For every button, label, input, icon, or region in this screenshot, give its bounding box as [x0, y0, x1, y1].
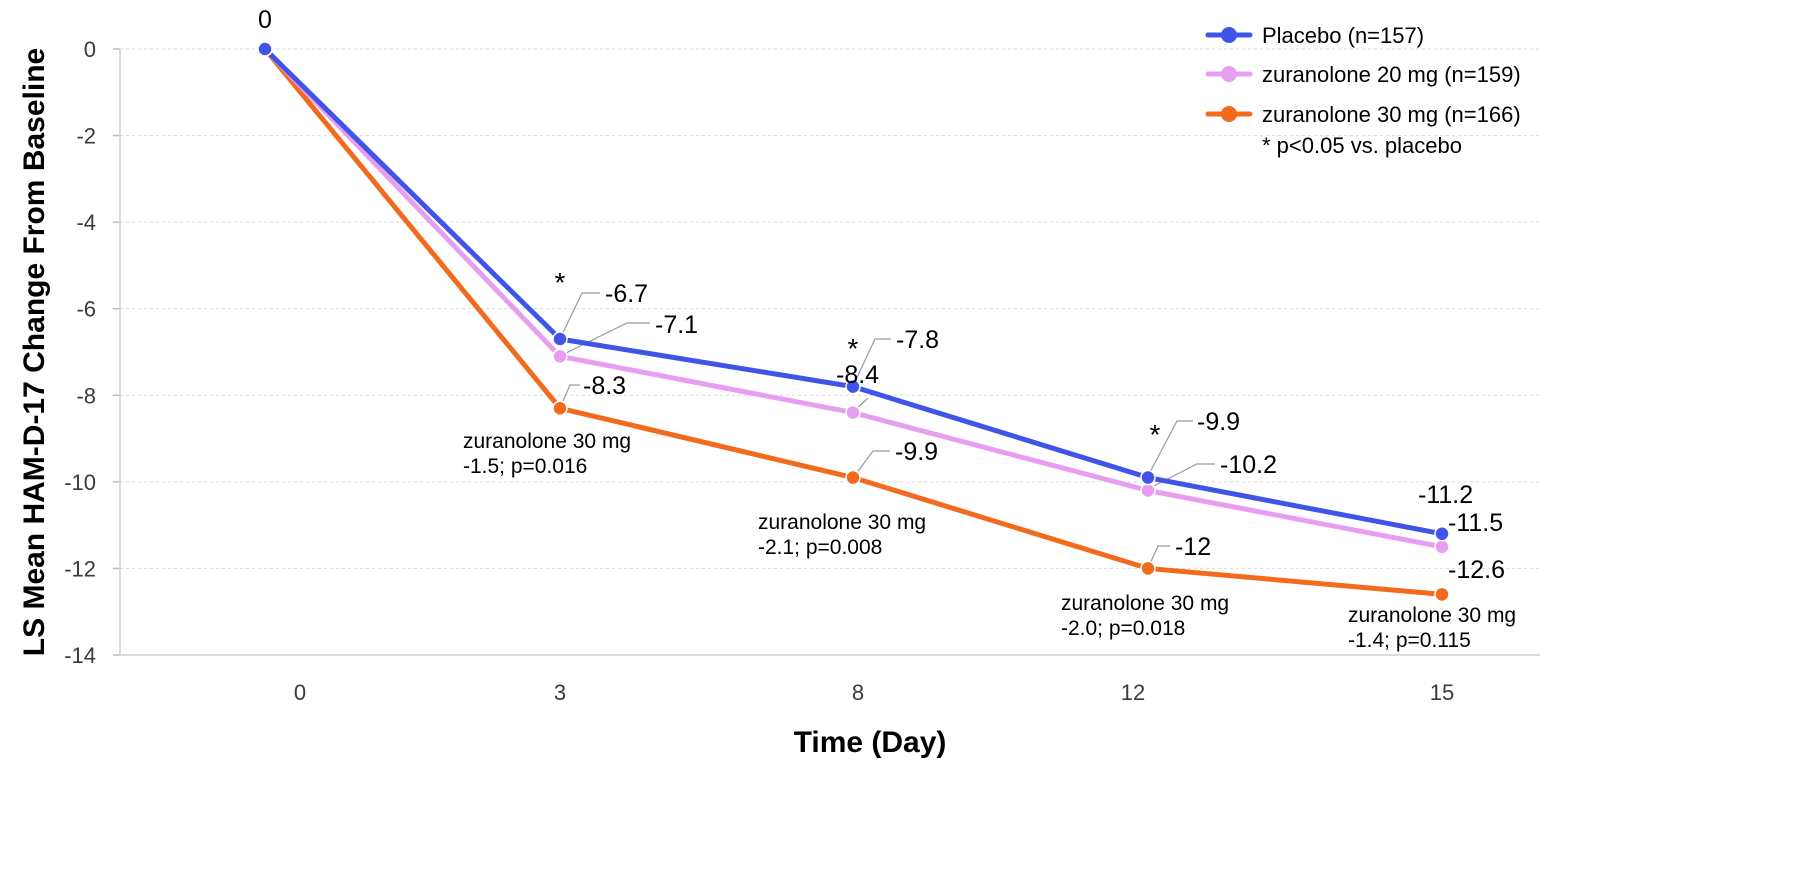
- data-point: [1140, 469, 1156, 486]
- y-tick-label: -2: [76, 124, 96, 149]
- y-tick-labels: 0 -2 -4 -6 -8 -10 -12 -14: [64, 37, 96, 668]
- leader-line: [1147, 545, 1170, 569]
- legend-entry: zuranolone 30 mg (n=166): [1262, 102, 1521, 127]
- y-axis-title: LS Mean HAM-D-17 Change From Baseline: [18, 48, 51, 656]
- data-point: [1434, 526, 1450, 542]
- y-tick-label: -6: [76, 297, 96, 322]
- data-label: -11.5: [1448, 509, 1503, 537]
- data-label: -11.2: [1418, 481, 1473, 509]
- data-label: -8.4: [836, 361, 879, 389]
- grid-lines: [113, 48, 1540, 656]
- x-tick-labels: 0 3 8 12 15: [294, 680, 1454, 705]
- annotations: zuranolone 30 mg -1.5; p=0.016 zuranolone …: [463, 430, 1516, 652]
- data-labels: -6.7 -7.8 -9.9 -11.2 -7.1 -8.4 -10.2 -11.5 -8.3 -…: [583, 280, 1505, 584]
- x-tick-label: 15: [1430, 680, 1454, 705]
- data-point: [1140, 482, 1156, 499]
- data-point: [845, 469, 861, 486]
- x-axis-title: Time (Day): [794, 726, 947, 759]
- data-point: [1434, 586, 1450, 603]
- legend-note: * p<0.05 vs. placebo: [1262, 133, 1462, 158]
- leader-line: [1147, 420, 1193, 477]
- x-tick-label: 8: [852, 680, 864, 705]
- data-point: [845, 378, 861, 395]
- data-label: -7.1: [655, 311, 698, 339]
- data-label: -9.9: [1197, 408, 1240, 436]
- leader-line: [852, 338, 891, 387]
- data-label: -9.9: [895, 438, 938, 466]
- annotation: zuranolone 30 mg -2.1; p=0.008: [758, 511, 926, 559]
- data-point: [1434, 539, 1450, 555]
- data-point: [552, 400, 568, 417]
- significance-markers: * * *: [555, 267, 1161, 450]
- data-label: -12.6: [1448, 556, 1505, 584]
- data-point: [1140, 560, 1156, 577]
- baseline-label: 0: [258, 6, 272, 34]
- data-point: [257, 41, 273, 57]
- x-tick-label: 0: [294, 680, 306, 705]
- legend-swatch-marker: [1221, 66, 1237, 82]
- significance-star: *: [1150, 419, 1161, 450]
- y-tick-label: -12: [64, 556, 96, 581]
- data-label: -8.3: [583, 372, 626, 400]
- data-point: [552, 331, 568, 347]
- leader-line: [559, 384, 580, 409]
- x-tick-label: 12: [1121, 680, 1145, 705]
- data-label: -6.7: [605, 280, 648, 308]
- annotation: zuranolone 30 mg -2.0; p=0.018: [1061, 592, 1229, 640]
- legend-swatch-marker: [1221, 27, 1237, 43]
- significance-star: *: [555, 267, 566, 298]
- y-tick-label: -10: [64, 470, 96, 495]
- data-point: [845, 404, 861, 421]
- y-tick-label: -8: [76, 383, 96, 408]
- legend: * p<0.05 vs. placebo Placebo (n=157) zura…: [1205, 23, 1521, 158]
- data-label: -12: [1175, 533, 1211, 561]
- data-point: [552, 348, 568, 365]
- data-label: -10.2: [1220, 451, 1277, 479]
- leader-line: [559, 292, 600, 340]
- y-tick-label: -4: [76, 210, 96, 235]
- significance-star: *: [848, 333, 859, 364]
- axes: [119, 50, 1540, 656]
- data-label: -7.8: [896, 326, 939, 354]
- y-tick-label: 0: [84, 37, 96, 62]
- x-tick-label: 3: [554, 680, 566, 705]
- leader-line: [852, 450, 890, 479]
- annotation: zuranolone 30 mg -1.4; p=0.115: [1348, 604, 1516, 652]
- legend-entry: zuranolone 20 mg (n=159): [1262, 62, 1521, 87]
- series-points: [257, 41, 1450, 603]
- annotation: zuranolone 30 mg -1.5; p=0.016: [463, 430, 631, 478]
- y-tick-label: -14: [64, 643, 96, 668]
- legend-entry: Placebo (n=157): [1262, 23, 1424, 48]
- legend-swatch-marker: [1221, 106, 1237, 122]
